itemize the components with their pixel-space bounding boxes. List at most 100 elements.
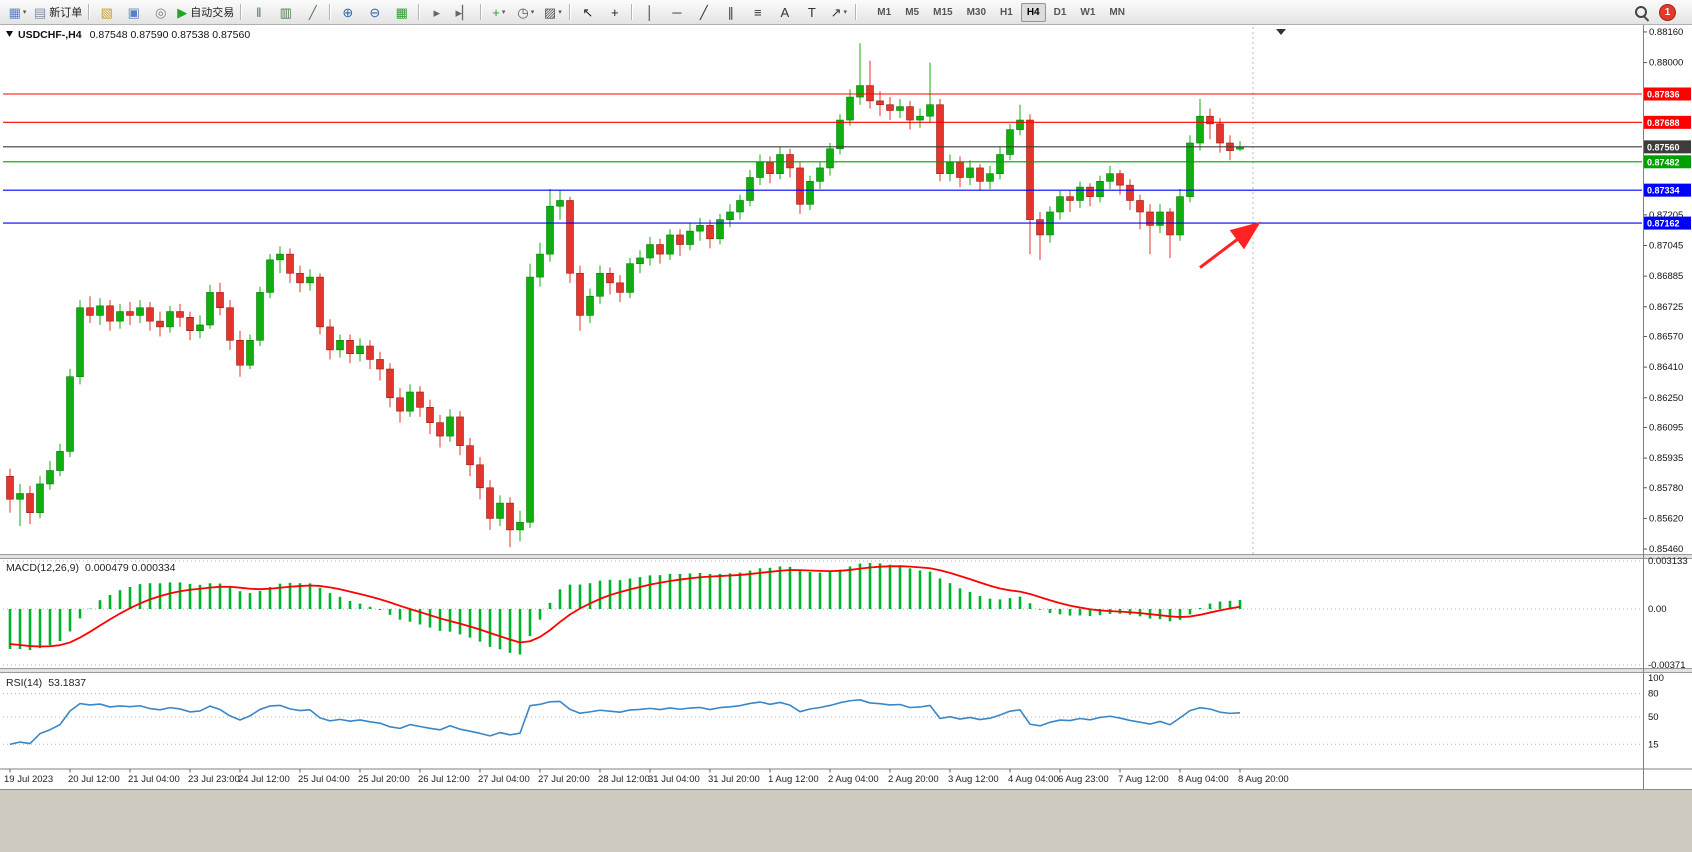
line-chart-type-button[interactable]: ╱ xyxy=(299,1,326,23)
rsi-panel-splitter[interactable] xyxy=(0,669,1692,672)
templates-button[interactable]: ▨ ▾ xyxy=(539,1,566,23)
svg-text:27 Jul 20:00: 27 Jul 20:00 xyxy=(538,774,590,785)
new-order-button[interactable]: ▤ 新订单 xyxy=(31,1,85,23)
timeframe-m15-button[interactable]: M15 xyxy=(933,6,953,18)
candle-body xyxy=(636,257,644,264)
arrows-button[interactable]: ↗ ▾ xyxy=(825,1,852,23)
horizontal-line-button[interactable]: ─ xyxy=(663,1,690,23)
svg-text:0.85620: 0.85620 xyxy=(1649,513,1683,524)
candle-body xyxy=(506,502,514,531)
new-chart-dropdown-caret[interactable]: ▾ xyxy=(22,9,27,16)
timeframe-h4-button[interactable]: H4 xyxy=(1020,2,1046,22)
chart-shift-button[interactable]: ▸▏ xyxy=(450,1,477,23)
templates-dropdown-caret[interactable]: ▾ xyxy=(558,9,562,16)
crosshair-button[interactable]: + xyxy=(601,1,628,23)
indicators-button[interactable]: + ▾ xyxy=(485,1,512,23)
candle-body xyxy=(76,307,84,377)
toolbar-separator xyxy=(480,4,483,20)
toolbar-separator xyxy=(88,4,91,20)
timeframe-w1-button[interactable]: W1 xyxy=(1080,6,1096,18)
charts-cycle-button[interactable]: ▧ xyxy=(93,1,120,23)
price-axis-badges: 0.87836 0.87688 0.87560 0.87482 0.87334 0.871… xyxy=(1644,87,1691,230)
toolbar-separator xyxy=(631,4,634,20)
candlestick-chart-type-button[interactable]: ▥ xyxy=(272,1,299,23)
timeframe-m30-button[interactable]: M30 xyxy=(966,6,987,18)
candle-body xyxy=(596,272,604,297)
search-handle xyxy=(1643,15,1650,22)
notification-badge[interactable]: 1 xyxy=(1659,3,1676,21)
arrow-annotation[interactable] xyxy=(1199,221,1261,269)
timeframe-m1-button[interactable]: M1 xyxy=(877,6,892,18)
candle-body xyxy=(1056,196,1064,213)
candle-body xyxy=(896,106,904,111)
candle-body xyxy=(1086,186,1094,197)
chart-canvas[interactable]: 0.0031330.00-0.003711008050150.881600.88… xyxy=(0,25,1692,789)
timeframe-mn-button[interactable]: MN xyxy=(1109,6,1125,18)
svg-text:0.87162: 0.87162 xyxy=(1647,219,1680,229)
channel-button[interactable]: ∥ xyxy=(717,1,744,23)
candle-body xyxy=(276,253,284,261)
candle-body xyxy=(186,317,194,332)
new-chart-button[interactable]: ▦ ▾ xyxy=(4,1,31,23)
bars-chart-type-button[interactable]: ‖ xyxy=(245,1,272,23)
trading-app: ▦ ▾ ▤ 新订单 ▧ ▣ ◎ ▶ 自动交易 ‖ ▥ ╱ ⊕ ⊖ ▦ ▸ ▸▏ + ▾ ◷ ▾ ▨ ▾ ↖ + │ ─ ╱ ∥ ≡ A T ↗ ▾… xyxy=(0,0,1692,790)
candle-body xyxy=(146,307,154,322)
candle-body xyxy=(226,307,234,341)
zoom-out-button[interactable]: ⊖ xyxy=(361,1,388,23)
vertical-line-button[interactable]: │ xyxy=(636,1,663,23)
price-badge-0.87334 xyxy=(1644,183,1691,197)
svg-text:0.87482: 0.87482 xyxy=(1647,157,1680,167)
candle-body xyxy=(46,470,54,485)
trendline-button[interactable]: ╱ xyxy=(690,1,717,23)
cursor-button[interactable]: ↖ xyxy=(574,1,601,23)
zoom-in-icon: ⊕ xyxy=(342,4,354,20)
periods-button[interactable]: ◷ ▾ xyxy=(512,1,539,23)
vertical-line-icon: │ xyxy=(645,4,654,20)
candle-body xyxy=(586,295,594,316)
candle-body xyxy=(326,326,334,351)
search-icon[interactable] xyxy=(1634,5,1650,22)
periods-dropdown-caret[interactable]: ▾ xyxy=(530,9,535,16)
indicators-dropdown-caret[interactable]: ▾ xyxy=(501,9,506,16)
auto-scroll-button[interactable]: ▸ xyxy=(423,1,450,23)
crosshair-icon: + xyxy=(611,4,619,20)
new-chart-icon: ▦ xyxy=(8,4,21,20)
text-button[interactable]: A xyxy=(771,1,798,23)
candle-body xyxy=(856,85,864,98)
time-axis: 19 Jul 2023 20 Jul 12:00 21 Jul 04:00 23 Ju… xyxy=(0,768,1692,785)
rsi-grid: 100 80 50 15 xyxy=(3,673,1664,750)
line-chart-type-icon: ╱ xyxy=(308,4,317,20)
horizontal-line-icon: ─ xyxy=(672,4,682,20)
window-menu-icon[interactable] xyxy=(6,31,13,37)
candle-body xyxy=(946,161,954,174)
indicators-icon: + xyxy=(492,4,500,20)
svg-text:3 Aug 12:00: 3 Aug 12:00 xyxy=(948,774,999,785)
candle-body xyxy=(986,173,994,182)
tile-windows-icon: ▦ xyxy=(395,4,408,20)
toolbar-separator xyxy=(418,4,421,20)
svg-text:4 Aug 04:00: 4 Aug 04:00 xyxy=(1008,774,1059,785)
macd-panel-splitter[interactable] xyxy=(0,555,1692,558)
autotrading-button[interactable]: ▶ 自动交易 xyxy=(174,1,237,23)
tile-windows-button[interactable]: ▦ xyxy=(388,1,415,23)
arrows-dropdown-caret[interactable]: ▾ xyxy=(843,9,847,16)
timeframe-m5-button[interactable]: M5 xyxy=(905,6,920,18)
channel-icon: ∥ xyxy=(727,4,735,20)
svg-text:100: 100 xyxy=(1648,673,1664,684)
timeframe-d1-button[interactable]: D1 xyxy=(1053,6,1067,18)
zoom-in-button[interactable]: ⊕ xyxy=(334,1,361,23)
horizontal-lines-layer[interactable] xyxy=(3,93,1642,224)
text-label-button[interactable]: T xyxy=(798,1,825,23)
candle-body xyxy=(116,311,124,322)
timeframe-h1-button[interactable]: H1 xyxy=(1000,6,1013,18)
candlestick-chart-type-icon: ▥ xyxy=(279,4,292,20)
candle-body xyxy=(1146,211,1154,226)
svg-text:0.86885: 0.86885 xyxy=(1649,271,1683,282)
history-center-button[interactable]: ◎ xyxy=(147,1,174,23)
chart-shift-marker-icon[interactable] xyxy=(1276,29,1286,35)
candle-body xyxy=(1216,123,1224,144)
candle-body xyxy=(806,181,814,205)
market-watch-button[interactable]: ▣ xyxy=(120,1,147,23)
fibonacci-button[interactable]: ≡ xyxy=(744,1,771,23)
charts-cycle-icon: ▧ xyxy=(100,4,113,20)
